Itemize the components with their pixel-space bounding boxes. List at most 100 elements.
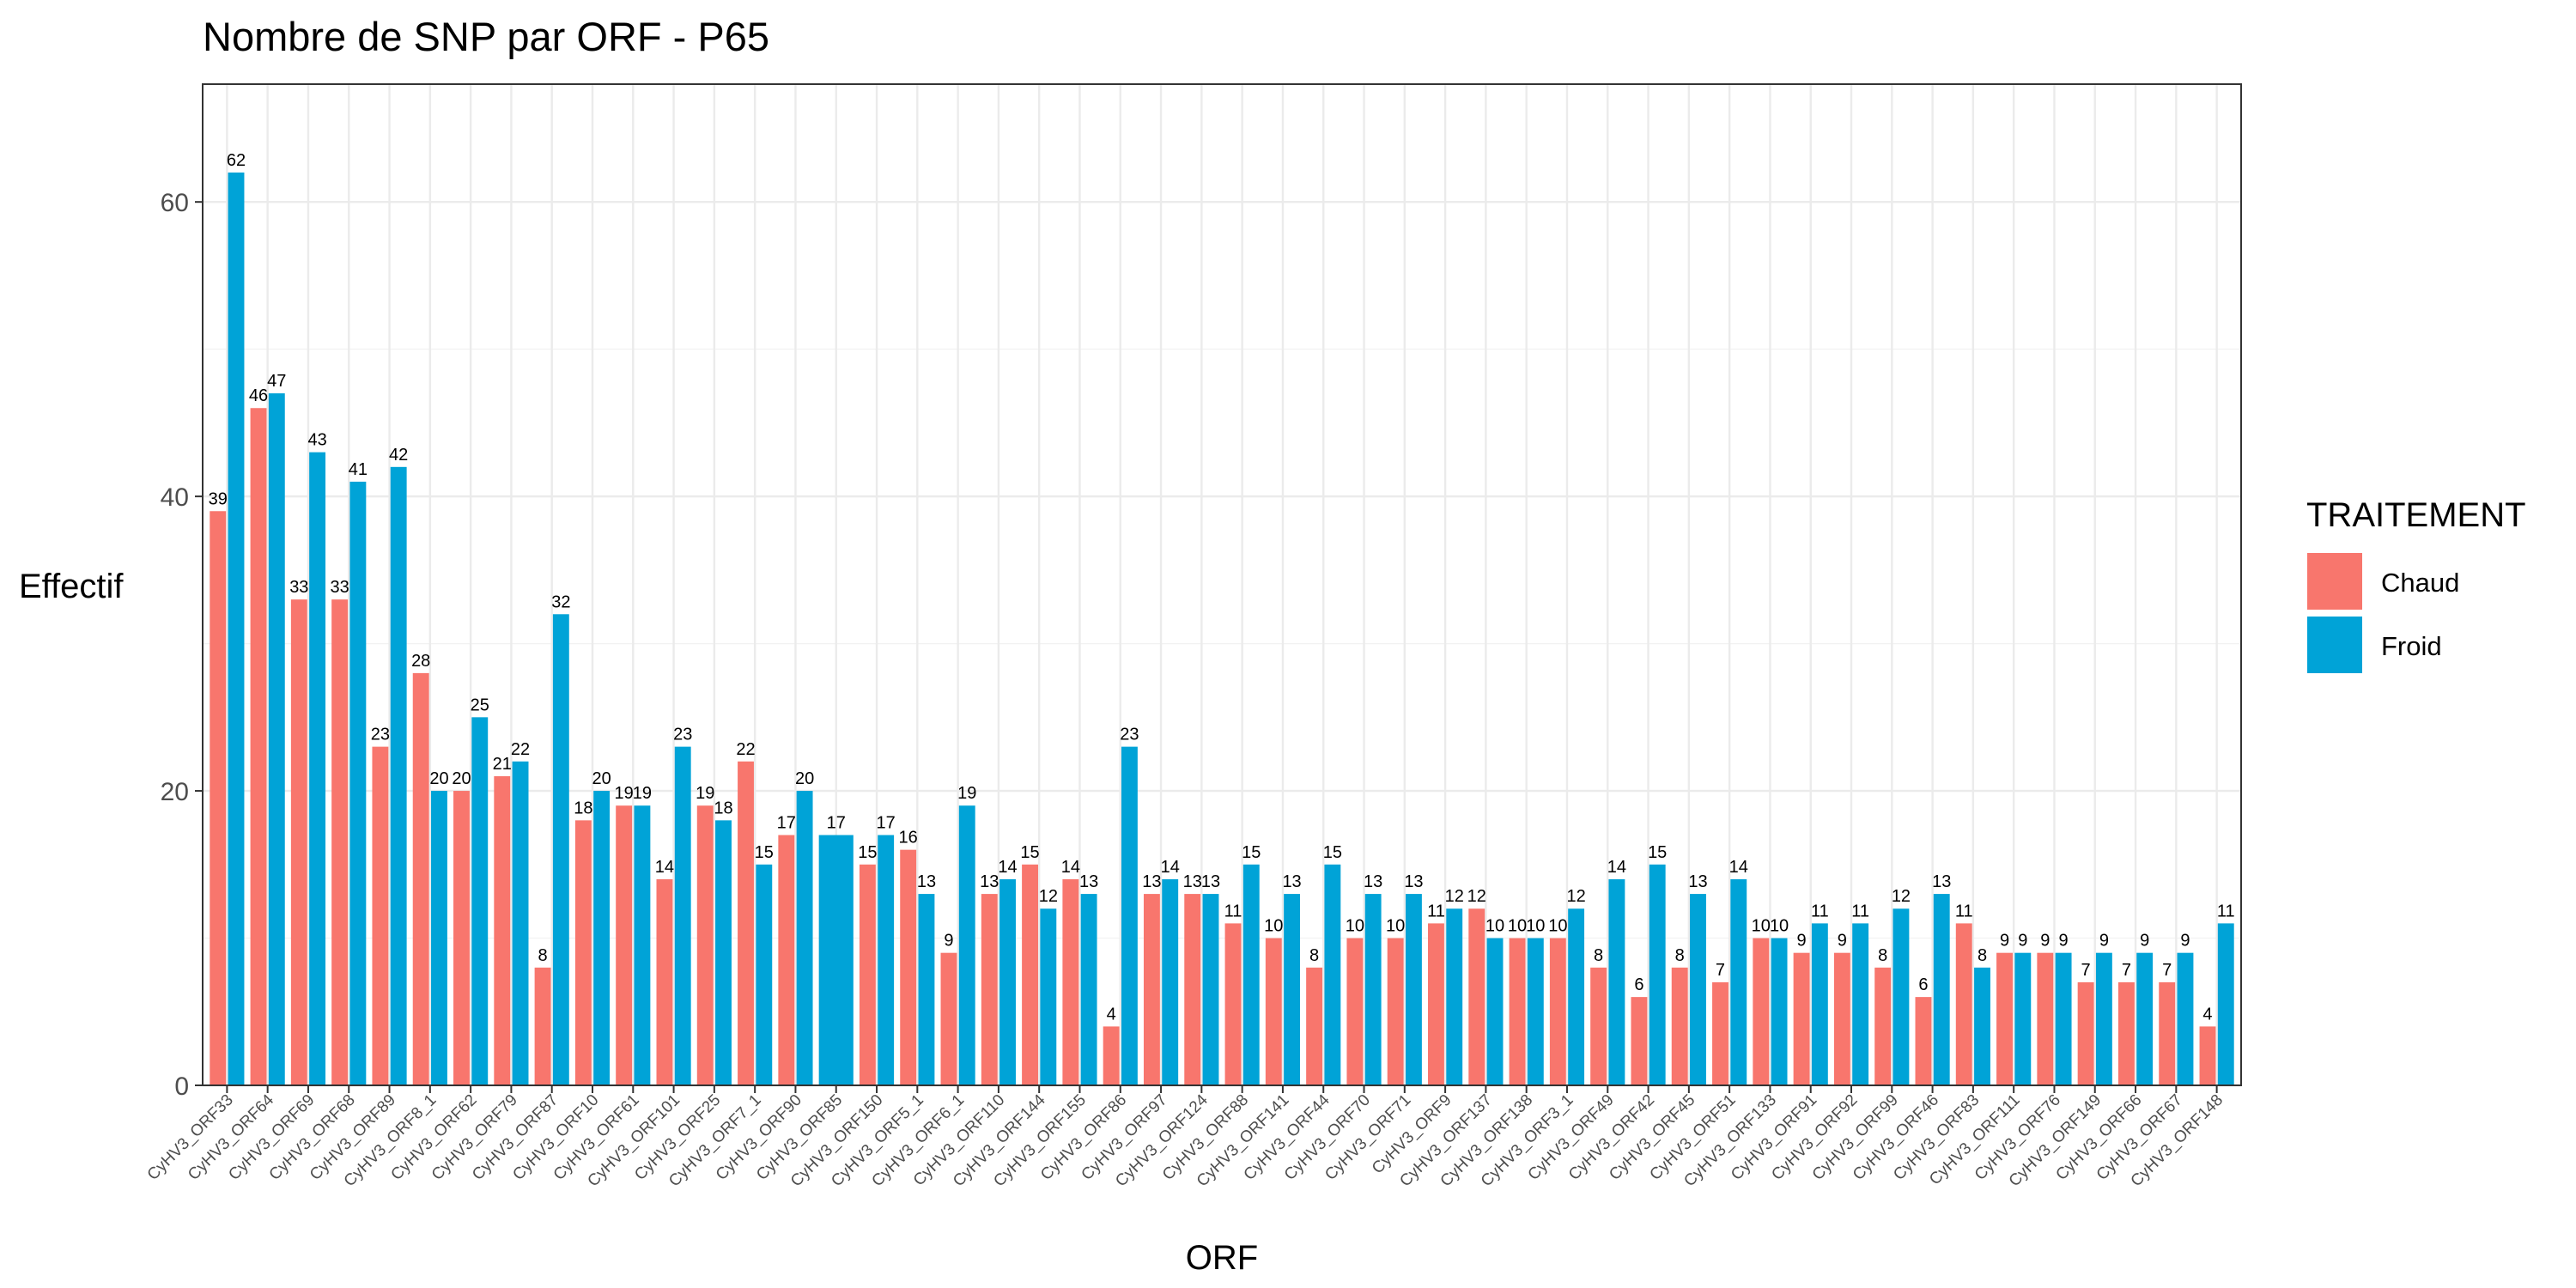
bar-chaud-CyHV3_ORF3_1 [1549,938,1566,1085]
bar-chaud-CyHV3_ORF8_1 [412,672,429,1085]
bar-froid-CyHV3_ORF101 [674,746,691,1085]
bar-froid-CyHV3_ORF51 [1730,878,1747,1085]
legend-label-chaud: Chaud [2381,568,2459,598]
data-label-froid: 42 [389,446,408,465]
data-label-froid: 14 [998,858,1017,877]
data-label-chaud: 14 [655,858,674,877]
data-label-chaud: 11 [1224,902,1242,920]
bar-chaud-CyHV3_ORF79 [494,775,511,1085]
data-label-chaud: 10 [1264,917,1283,936]
data-label-froid: 15 [1242,843,1261,862]
bar-chaud-CyHV3_ORF86 [1103,1026,1120,1085]
bar-chaud-CyHV3_ORF51 [1712,981,1728,1085]
data-label-chaud: 8 [1675,946,1685,965]
data-label-froid: 13 [1404,872,1423,891]
bar-froid-CyHV3_ORF68 [349,481,367,1085]
data-label-froid: 13 [917,872,936,891]
bar-froid-CyHV3_ORF133 [1771,938,1788,1085]
bar-chaud-CyHV3_ORF70 [1346,938,1364,1085]
data-label-froid: 22 [511,740,530,759]
data-label-chaud: 13 [1183,872,1202,891]
bar-froid-CyHV3_ORF88 [1242,864,1260,1085]
data-label-chaud: 19 [696,784,714,803]
bar-froid-CyHV3_ORF138 [1527,938,1544,1085]
data-label-chaud: 20 [452,769,471,788]
data-label-froid: 23 [673,726,692,744]
data-label-chaud: 10 [1346,917,1364,936]
data-label-froid: 13 [1201,872,1220,891]
data-label-froid: 17 [877,814,896,833]
data-label-froid: 12 [1039,887,1058,906]
data-label-chaud: 23 [371,726,390,744]
data-label-chaud: 10 [1752,917,1771,936]
data-label-froid: 47 [267,372,286,391]
data-label-froid: 12 [1566,887,1585,906]
bar-froid-CyHV3_ORF111 [2014,952,2032,1085]
bar-froid-CyHV3_ORF76 [2055,952,2072,1085]
bar-froid-CyHV3_ORF87 [552,614,569,1085]
bar-froid-CyHV3_ORF90 [796,791,813,1085]
data-label-chaud: 7 [1716,961,1725,980]
data-label-chaud: 11 [1427,902,1445,920]
bar-froid-CyHV3_ORF149 [2095,952,2112,1085]
bar-chaud-CyHV3_ORF92 [1833,952,1850,1085]
bar-chaud-CyHV3_ORF138 [1509,938,1526,1085]
y-axis: 0 20 40 60 [161,189,203,1101]
y-tick-label: 20 [161,778,189,806]
data-label-froid: 41 [349,460,368,479]
data-label-chaud: 28 [411,652,430,671]
bar-froid-CyHV3_ORF10 [593,791,611,1085]
bar-froid-CyHV3_ORF5_1 [918,894,935,1085]
data-label-chaud: 9 [2000,932,2009,951]
bar-froid-CyHV3_ORF33 [228,172,245,1086]
data-label-chaud: 9 [2040,932,2050,951]
bars-layer [210,172,2234,1086]
bar-froid-CyHV3_ORF25 [715,820,732,1085]
data-label-froid: 10 [1485,917,1504,936]
data-label-chaud: 9 [944,932,953,951]
bar-froid-CyHV3_ORF124 [1202,894,1219,1085]
bar-chaud-CyHV3_ORF9 [1428,923,1444,1085]
legend-label-froid: Froid [2381,631,2442,661]
data-label-chaud: 8 [1594,946,1603,965]
y-tick-label: 0 [174,1072,189,1101]
data-label-froid: 13 [1688,872,1707,891]
chart-title: Nombre de SNP par ORF - P65 [203,14,769,59]
bar-froid-CyHV3_ORF9 [1446,908,1463,1085]
bar-chaud-CyHV3_ORF67 [2159,981,2176,1085]
y-axis-title: Effectif [19,568,124,605]
bar-chaud-CyHV3_ORF76 [2037,952,2054,1085]
bar-froid-CyHV3_ORF91 [1811,923,1828,1085]
bar-froid-CyHV3_ORF150 [878,835,895,1085]
bar-froid-CyHV3_ORF67 [2177,952,2194,1085]
bar-chaud-CyHV3_ORF110 [981,894,998,1085]
bar-froid-CyHV3_ORF110 [999,878,1016,1085]
data-label-chaud: 22 [736,740,755,759]
legend: TRAITEMENT Chaud Froid [2306,496,2526,673]
bar-chaud-CyHV3_ORF150 [859,864,876,1085]
data-label-froid: 9 [2180,932,2190,951]
data-label-froid: 13 [1932,872,1951,891]
bar-froid-CyHV3_ORF71 [1406,894,1422,1085]
bar-chaud-CyHV3_ORF61 [616,805,633,1085]
bar-chaud-CyHV3_ORF91 [1793,952,1810,1085]
bar-chaud-CyHV3_ORF88 [1224,923,1242,1085]
bar-froid-CyHV3_ORF62 [471,717,489,1085]
data-label-froid: 9 [2059,932,2069,951]
bar-chaud-CyHV3_ORF155 [1062,878,1079,1085]
bar-froid-CyHV3_ORF42 [1649,864,1666,1085]
bar-chaud-CyHV3_ORF49 [1590,967,1607,1085]
data-label-chaud: 10 [1548,917,1567,936]
data-label-chaud: 39 [209,489,228,508]
data-label-froid: 11 [1811,902,1829,920]
data-label-froid: 43 [307,431,326,450]
bar-chaud-CyHV3_ORF83 [1955,923,1972,1085]
data-label-chaud: 19 [615,784,634,803]
bar-froid-CyHV3_ORF69 [309,452,326,1085]
data-label-chaud: 7 [2162,961,2172,980]
data-label-chaud: 33 [289,578,308,597]
bar-froid-CyHV3_ORF64 [268,393,285,1085]
data-label-froid: 13 [1079,872,1098,891]
data-label-chaud: 8 [1309,946,1319,965]
data-label-froid: 19 [957,784,976,803]
